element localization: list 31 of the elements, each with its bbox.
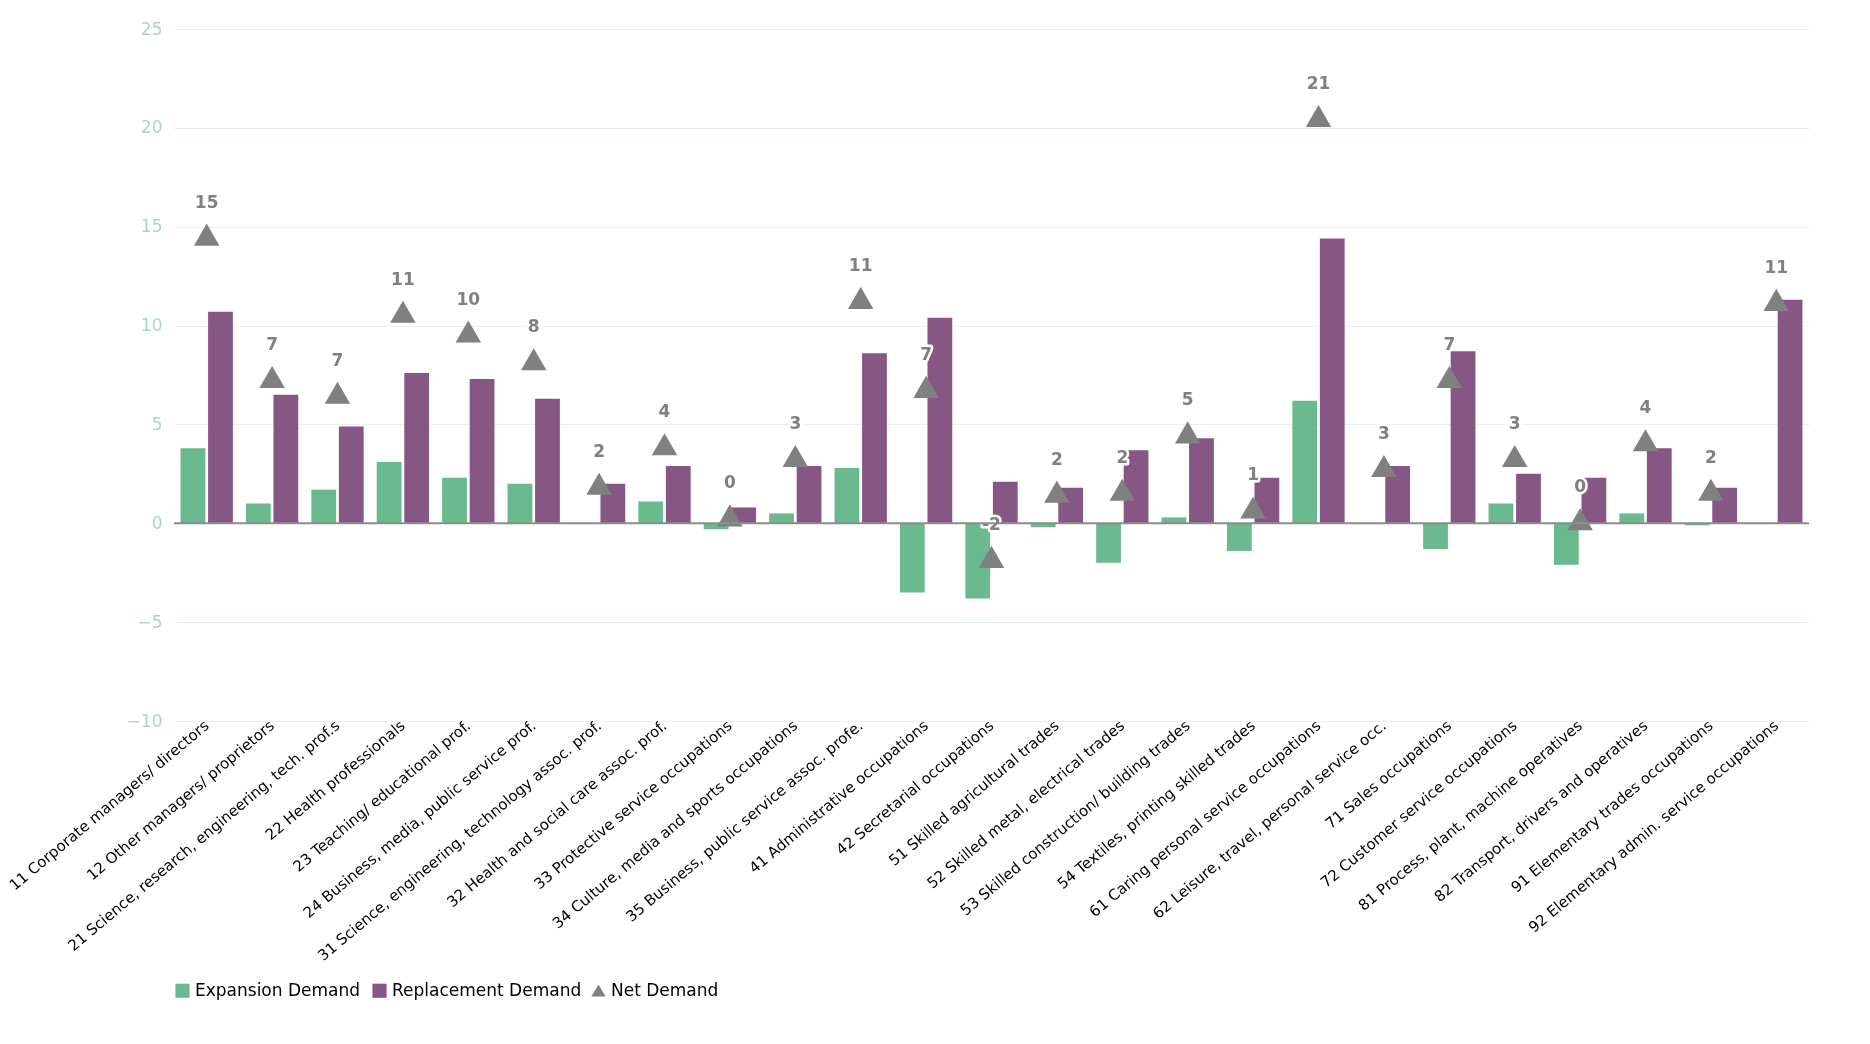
data-label: 11 (848, 254, 873, 275)
data-label: 4 (658, 401, 671, 422)
data-label: 7 (331, 349, 344, 370)
data-label: 21 (1306, 72, 1331, 93)
data-label: 7 (266, 333, 279, 354)
data-label: 10 (456, 288, 481, 309)
data-label: 8 (527, 316, 540, 337)
legend-label: Replacement Demand (392, 979, 582, 1000)
legend-label: Expansion Demand (195, 979, 361, 1000)
y-tick-label: 25 (140, 18, 163, 39)
y-tick-label: 15 (140, 216, 163, 237)
data-label: 11 (1764, 256, 1789, 277)
data-label: 3 (1508, 413, 1521, 434)
y-tick-label: 0 (151, 512, 163, 533)
data-label: 4 (1639, 397, 1652, 418)
data-label: 0 (723, 472, 736, 493)
data-label: 3 (1377, 422, 1390, 443)
data-label: 15 (194, 191, 219, 212)
data-label: 1 (1247, 464, 1260, 485)
y-tick-label: 20 (140, 117, 163, 138)
data-label: 11 (391, 268, 415, 289)
y-tick-label: 5 (151, 413, 163, 434)
data-label: 2 (1704, 446, 1717, 467)
data-label: 2 (1050, 448, 1063, 469)
y-tick-label: −5 (137, 611, 163, 632)
data-label: 7 (1443, 333, 1456, 354)
data-label: 3 (789, 413, 802, 434)
legend-label: Net Demand (611, 979, 719, 1000)
data-label: 5 (1181, 389, 1194, 410)
data-label: 2 (593, 440, 606, 461)
y-tick-label: 10 (140, 315, 163, 336)
